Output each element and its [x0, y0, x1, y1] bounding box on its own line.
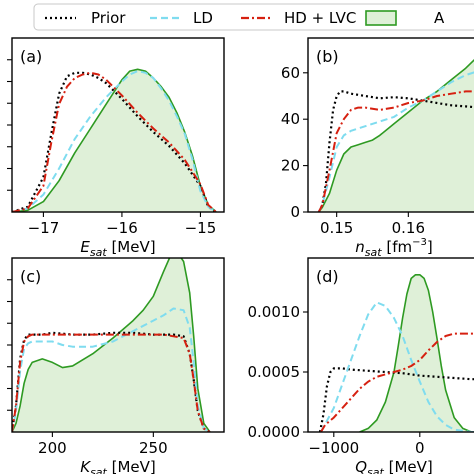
series-a-line [12, 258, 211, 432]
x-axis-unit: [fm [382, 238, 413, 256]
series-ld-line [320, 301, 474, 432]
x-axis-unit-close: ] [427, 238, 433, 256]
series-ld-line [12, 70, 217, 212]
panel-c: 200 250 (c) Ksat [MeV] [7, 257, 225, 474]
series-prior-line [318, 367, 474, 432]
series-a-line [12, 68, 217, 212]
series-ld-line [12, 307, 211, 432]
axes-frame [307, 37, 474, 213]
series-a-area [12, 258, 210, 432]
y-tick-label: 60 [281, 64, 300, 82]
x-axis-unit: [MeV] [107, 458, 156, 474]
x-axis-subscript: sat [365, 246, 382, 259]
x-axis-subscript: sat [90, 246, 107, 259]
y-tick-label: 20 [281, 157, 300, 175]
x-axis-symbol: n [355, 238, 365, 256]
x-axis-superscript: −3 [412, 237, 427, 248]
x-tick-label: 0 [415, 439, 425, 457]
series-a-area [359, 274, 474, 432]
panel-label: (c) [20, 267, 41, 286]
x-axis-unit: [MeV] [107, 238, 156, 256]
plot-area [317, 58, 474, 212]
legend-ld-label: LD [193, 9, 213, 27]
panel-a: −17 −16 −15 (a) Esat [MeV] [7, 37, 225, 259]
x-axis-label: nsat [fm−3] [355, 237, 432, 259]
plot-area [12, 68, 217, 212]
series-a-area [318, 60, 474, 212]
legend-a-swatch [365, 10, 397, 26]
series-hd-lvc-line [12, 333, 211, 432]
x-tick-label: 200 [38, 439, 67, 457]
x-tick-label: −17 [28, 219, 60, 237]
x-tick-label: −16 [106, 219, 138, 237]
x-axis-unit: [MeV] [384, 458, 433, 474]
series-hd-lvc-line [12, 71, 217, 212]
panel-d: −1000 0 0.0000 0.0005 0.0010 (d) Qsat [MeV] [248, 257, 474, 474]
x-axis-symbol: E [80, 238, 90, 256]
plot-area [12, 258, 211, 432]
legend-hd-label: HD + LVC [284, 9, 356, 27]
series-ld-line [317, 71, 474, 212]
y-tick-label: 0 [290, 203, 300, 221]
x-tick-label: 0.15 [320, 219, 353, 237]
y-tick-label: 0.0010 [248, 303, 301, 321]
y-tick-label: 0.0000 [248, 423, 301, 441]
series-a-area [12, 69, 217, 212]
x-axis-label: Qsat [MeV] [355, 458, 433, 474]
panel-label: (a) [20, 47, 42, 66]
y-tick-label: 40 [281, 110, 300, 128]
x-axis-label: Ksat [MeV] [80, 458, 156, 474]
legend-frame [33, 3, 474, 31]
panel-label: (b) [316, 47, 339, 66]
legend-a-label: A [434, 9, 445, 27]
x-tick-label: −1000 [308, 439, 359, 457]
series-hd-lvc-line [317, 90, 474, 212]
axes-frame [307, 257, 474, 433]
series-hd-lvc-line [320, 332, 474, 432]
x-axis-symbol: Q [355, 458, 367, 474]
plot-area [318, 274, 474, 432]
series-a-line [359, 274, 474, 432]
x-axis-subscript: sat [90, 466, 107, 474]
x-axis-subscript: sat [367, 466, 384, 474]
legend: Prior LD HD + LVC A [33, 3, 474, 31]
panel-b: 0.15 0.16 0 20 40 60 (b) nsat [fm−3] [281, 37, 474, 259]
x-axis-label: Esat [MeV] [80, 238, 155, 259]
x-tick-label: 0.16 [392, 219, 425, 237]
x-tick-label: −15 [185, 219, 217, 237]
legend-prior-label: Prior [91, 9, 126, 27]
x-axis-symbol: K [80, 458, 91, 474]
y-tick-label: 0.0005 [248, 363, 301, 381]
panel-label: (d) [316, 267, 339, 286]
x-tick-label: 250 [139, 439, 168, 457]
